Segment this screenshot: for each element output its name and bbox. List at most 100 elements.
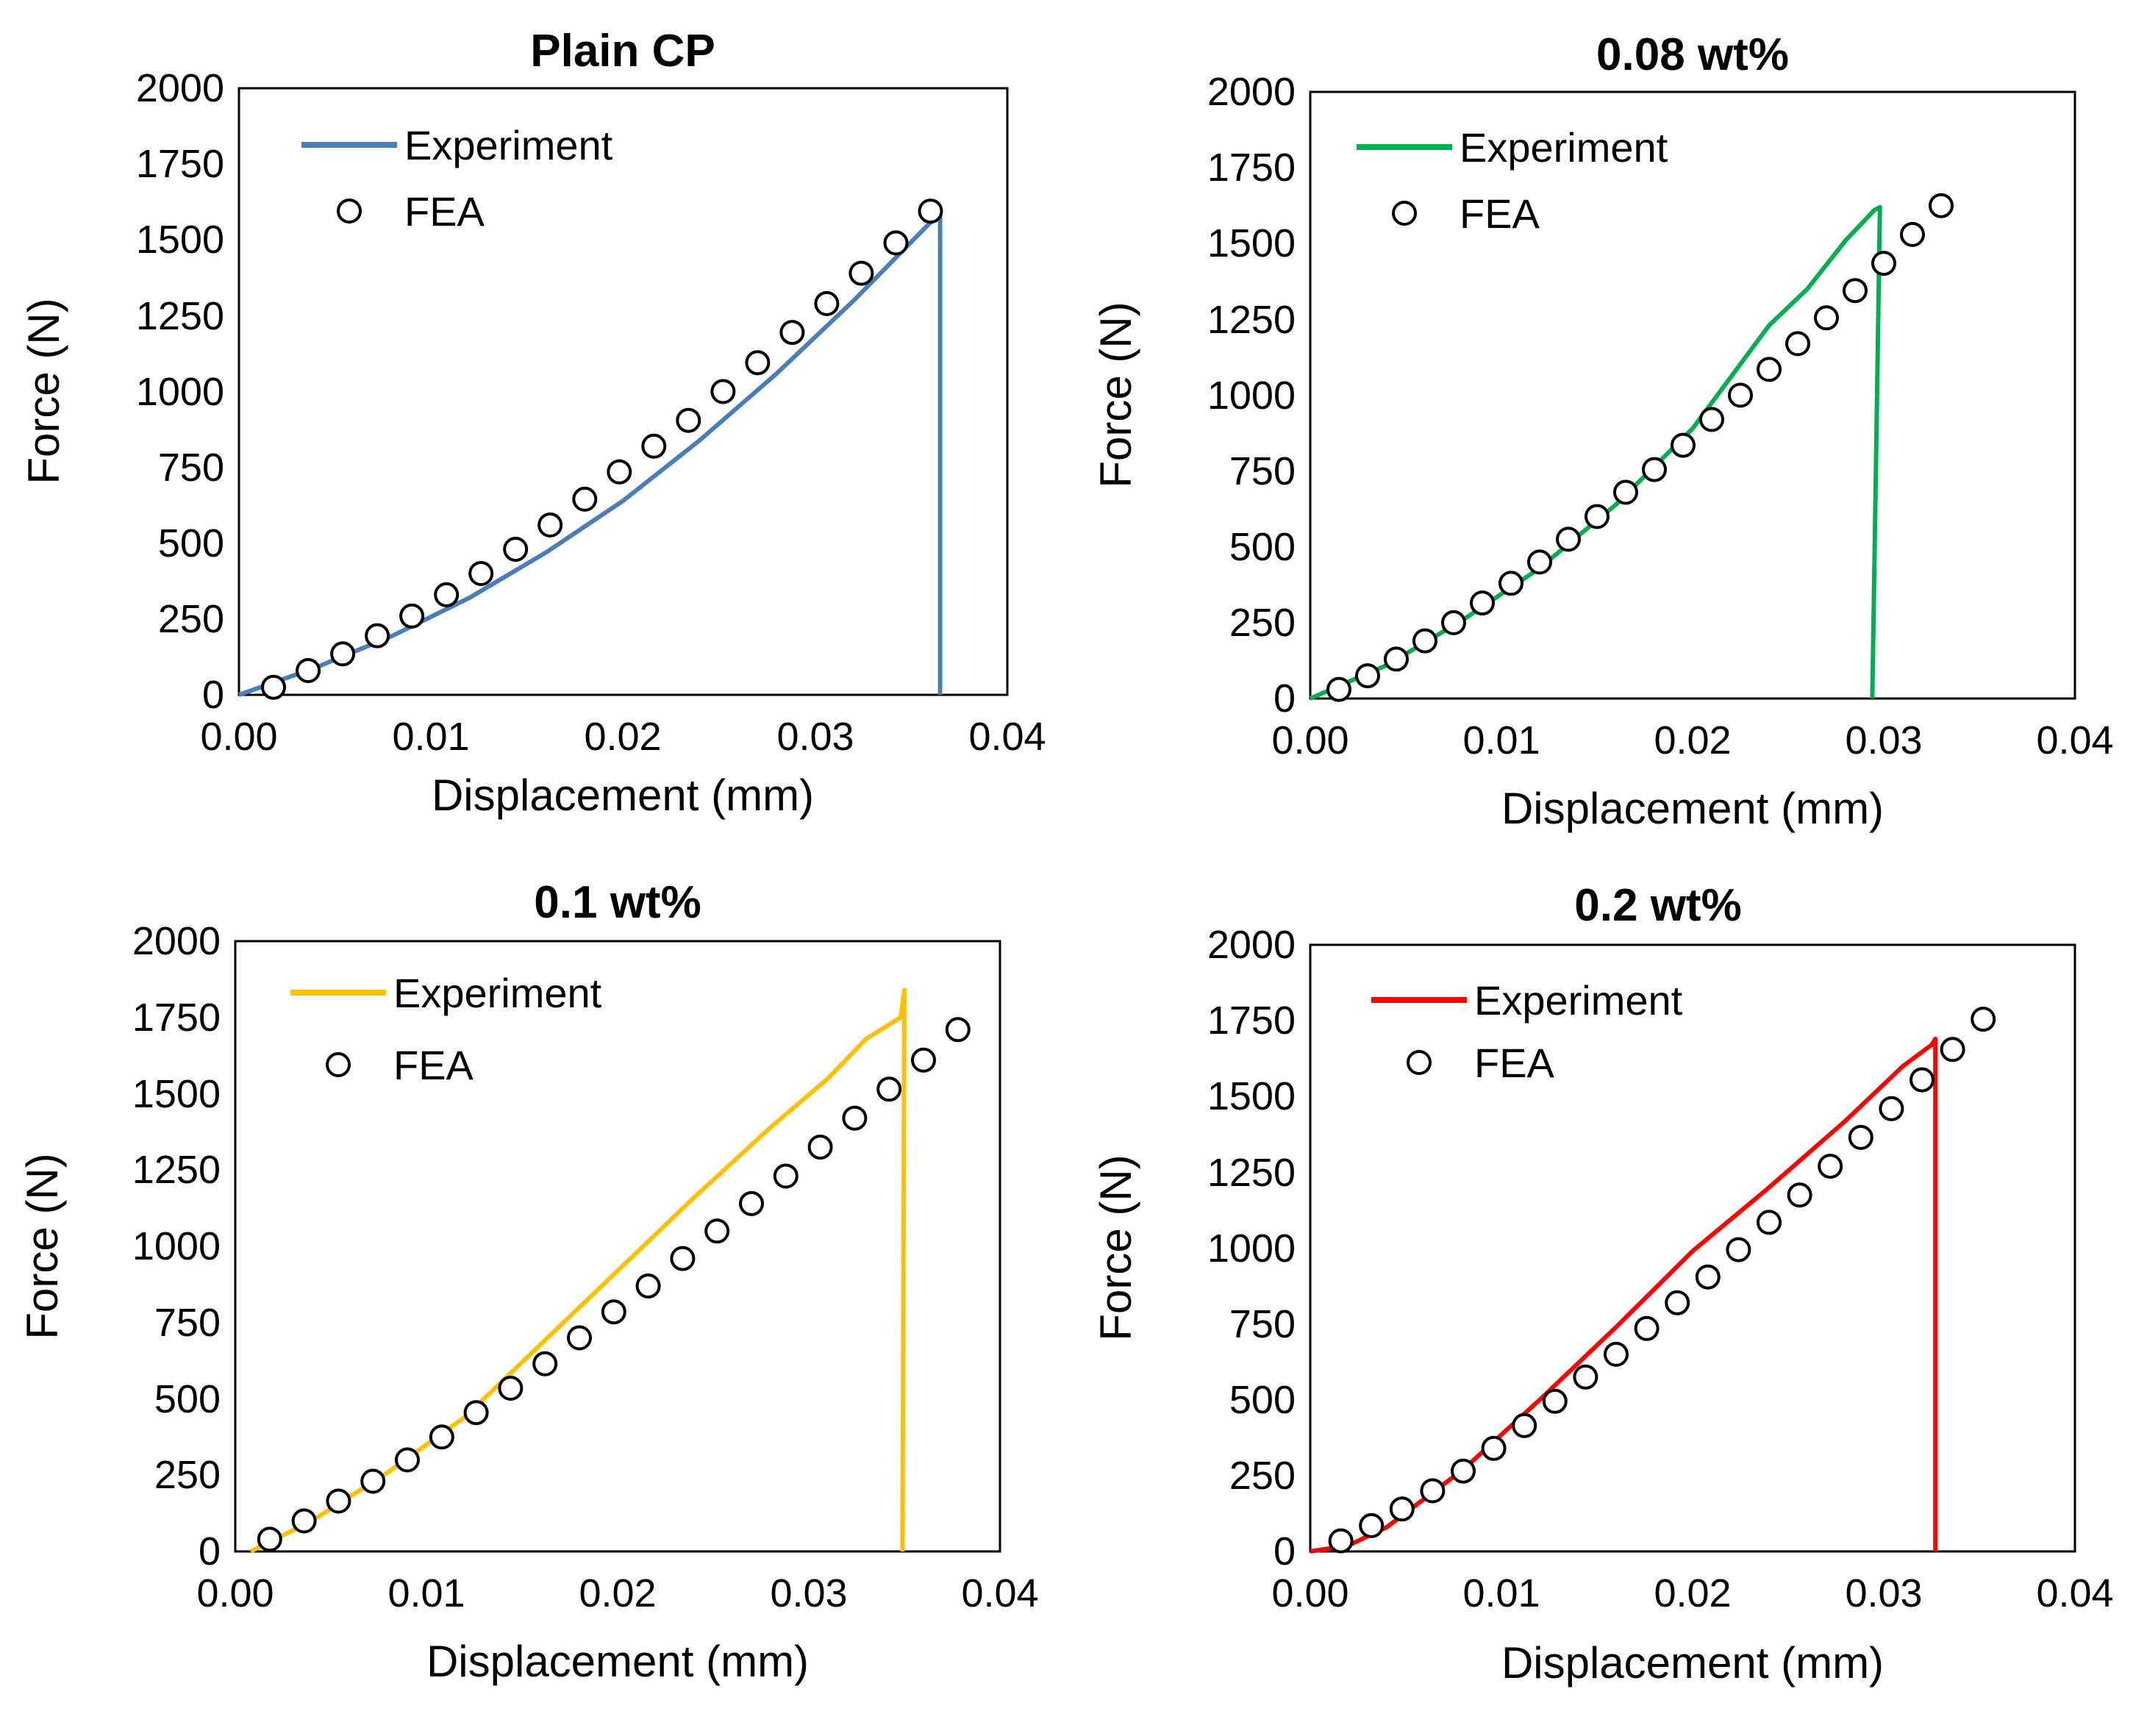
y-tick-label: 1750 xyxy=(132,996,221,1040)
fea-point xyxy=(1910,1067,1935,1093)
fea-point xyxy=(1604,1341,1629,1367)
x-tick-label: 0.01 xyxy=(387,1571,465,1615)
y-tick-label: 250 xyxy=(1229,1454,1296,1498)
experiment-series-line xyxy=(237,210,943,697)
fea-point xyxy=(1971,1007,1996,1032)
fea-point xyxy=(883,230,909,256)
plot-layer xyxy=(237,199,943,700)
y-tick-label: 1000 xyxy=(136,370,224,414)
x-tick-label: 0.03 xyxy=(1845,718,1922,762)
fea-point xyxy=(1451,1458,1476,1484)
fea-point xyxy=(463,1400,489,1426)
fea-point xyxy=(601,1299,626,1325)
fea-point xyxy=(537,512,563,537)
fea-point xyxy=(739,1190,764,1216)
y-tick-label: 750 xyxy=(1229,449,1296,493)
fea-point xyxy=(1384,646,1409,672)
y-tick-label: 500 xyxy=(1229,525,1296,569)
x-tick-label: 0.03 xyxy=(1845,1571,1922,1615)
y-tick-label: 500 xyxy=(154,1377,221,1421)
y-tick-label: 1000 xyxy=(1207,1226,1296,1271)
fea-point xyxy=(1757,1210,1782,1235)
plot-area xyxy=(1309,943,2076,1553)
x-tick-label: 0.02 xyxy=(584,715,661,759)
plot-layer xyxy=(1310,1007,1996,1554)
fea-point xyxy=(1498,571,1523,596)
fea-point xyxy=(676,407,701,433)
y-tick-label: 250 xyxy=(1229,601,1296,645)
fea-point xyxy=(360,1468,386,1494)
plot-area xyxy=(1309,90,2076,700)
fea-point xyxy=(567,1325,592,1351)
y-tick-label: 2000 xyxy=(1207,70,1296,114)
legend-label-experiment: Experiment xyxy=(404,122,613,168)
chart-title: 0.1 wt% xyxy=(534,877,701,928)
y-tick-label: 1000 xyxy=(1207,374,1296,418)
y-tick-label: 1000 xyxy=(132,1224,221,1268)
fea-point xyxy=(399,603,425,629)
fea-point xyxy=(330,641,356,667)
panel-0-2-wt: 0.2 wt% 0 250 500 750 1000 1250 1500 175… xyxy=(1091,880,2114,1687)
fea-point xyxy=(635,1274,661,1299)
fea-point xyxy=(607,459,632,485)
fea-point xyxy=(807,1135,833,1160)
y-tick-label: 500 xyxy=(1229,1378,1296,1422)
fea-point xyxy=(296,658,321,683)
fea-point xyxy=(1728,382,1753,408)
legend-marker-fea xyxy=(337,199,362,224)
y-tick-label: 1750 xyxy=(1207,999,1296,1043)
y-tick-label: 0 xyxy=(202,673,224,717)
y-tick-label: 0 xyxy=(199,1529,221,1574)
fea-point xyxy=(1814,305,1839,331)
x-tick-label: 0.04 xyxy=(961,1571,1038,1615)
fea-point xyxy=(1871,251,1896,276)
plot-layer xyxy=(249,987,971,1554)
x-tick-label: 0.00 xyxy=(1271,1571,1348,1615)
panel-0-1-wt: 0.1 wt% 0 250 500 750 1000 1250 1500 175… xyxy=(18,877,1039,1686)
y-tick-label: 2000 xyxy=(136,66,224,110)
fea-point xyxy=(779,320,805,346)
fea-point xyxy=(1634,1315,1660,1341)
panel-plain-cp: Plain CP 0 250 500 750 1000 1250 1500 17… xyxy=(19,26,1046,820)
fea-point xyxy=(670,1246,696,1271)
y-tick-label: 750 xyxy=(154,1301,221,1345)
fea-point xyxy=(1359,1512,1385,1538)
fea-point xyxy=(1585,504,1610,529)
fea-point xyxy=(257,1526,282,1552)
fea-point xyxy=(365,623,390,649)
fea-point xyxy=(1556,526,1581,552)
fea-point xyxy=(572,486,598,512)
fea-point xyxy=(911,1047,936,1073)
x-axis-label: Displacement (mm) xyxy=(1501,784,1884,833)
y-tick-label: 750 xyxy=(1229,1302,1296,1346)
x-tick-label: 0.02 xyxy=(1654,718,1731,762)
fea-point xyxy=(1613,479,1638,505)
y-tick-label: 1500 xyxy=(1207,1074,1296,1118)
x-axis-label: Displacement (mm) xyxy=(1501,1638,1884,1687)
y-tick-label: 1500 xyxy=(1207,221,1296,265)
legend-label-fea: FEA xyxy=(1460,190,1540,237)
x-tick-label: 0.00 xyxy=(1271,718,1348,762)
y-tick-label: 750 xyxy=(158,446,224,490)
y-tick-label: 1250 xyxy=(132,1148,221,1192)
fea-point xyxy=(745,350,771,376)
x-tick-label: 0.01 xyxy=(1462,718,1540,762)
plot-layer xyxy=(1309,193,1954,702)
y-tick-label: 250 xyxy=(158,597,224,641)
fea-point xyxy=(710,379,736,404)
legend-label-experiment: Experiment xyxy=(1474,977,1683,1024)
fea-point xyxy=(704,1218,730,1244)
y-axis-label: Force (N) xyxy=(19,298,68,484)
fea-point xyxy=(1389,1496,1415,1522)
fea-point xyxy=(1848,1124,1873,1150)
x-tick-label: 0.04 xyxy=(968,715,1046,759)
x-axis-label: Displacement (mm) xyxy=(432,771,814,820)
x-tick-label: 0.02 xyxy=(1654,1571,1731,1615)
fea-point xyxy=(1929,193,1954,218)
x-tick-label: 0.03 xyxy=(770,1571,847,1615)
chart-title: 0.2 wt% xyxy=(1574,880,1741,931)
fea-point xyxy=(1542,1388,1568,1414)
x-tick-label: 0.04 xyxy=(2036,718,2113,762)
fea-point xyxy=(532,1351,558,1376)
